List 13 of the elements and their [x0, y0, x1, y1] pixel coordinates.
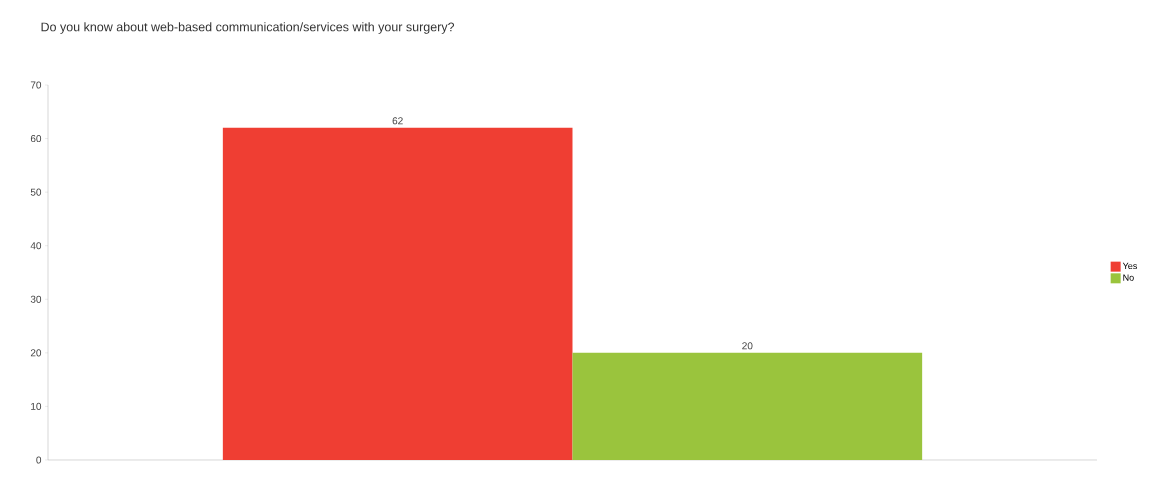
legend-label: Yes: [1122, 262, 1138, 270]
y-tick-label: 60: [30, 135, 42, 143]
y-tick-label: 40: [30, 242, 42, 250]
data-label: 20: [742, 342, 753, 350]
y-tick-label: 30: [30, 295, 42, 303]
y-tick-label: 20: [30, 349, 42, 357]
y-tick-label: 10: [31, 402, 42, 410]
y-tick-label: 70: [30, 81, 42, 89]
y-tick-label: 50: [30, 188, 42, 196]
chart-title: Do you know about web-based communication/services with your surgery?: [41, 22, 455, 34]
y-tick-label: 0: [36, 456, 42, 464]
legend-label: No: [1123, 274, 1134, 281]
data-label: 62: [392, 117, 403, 125]
